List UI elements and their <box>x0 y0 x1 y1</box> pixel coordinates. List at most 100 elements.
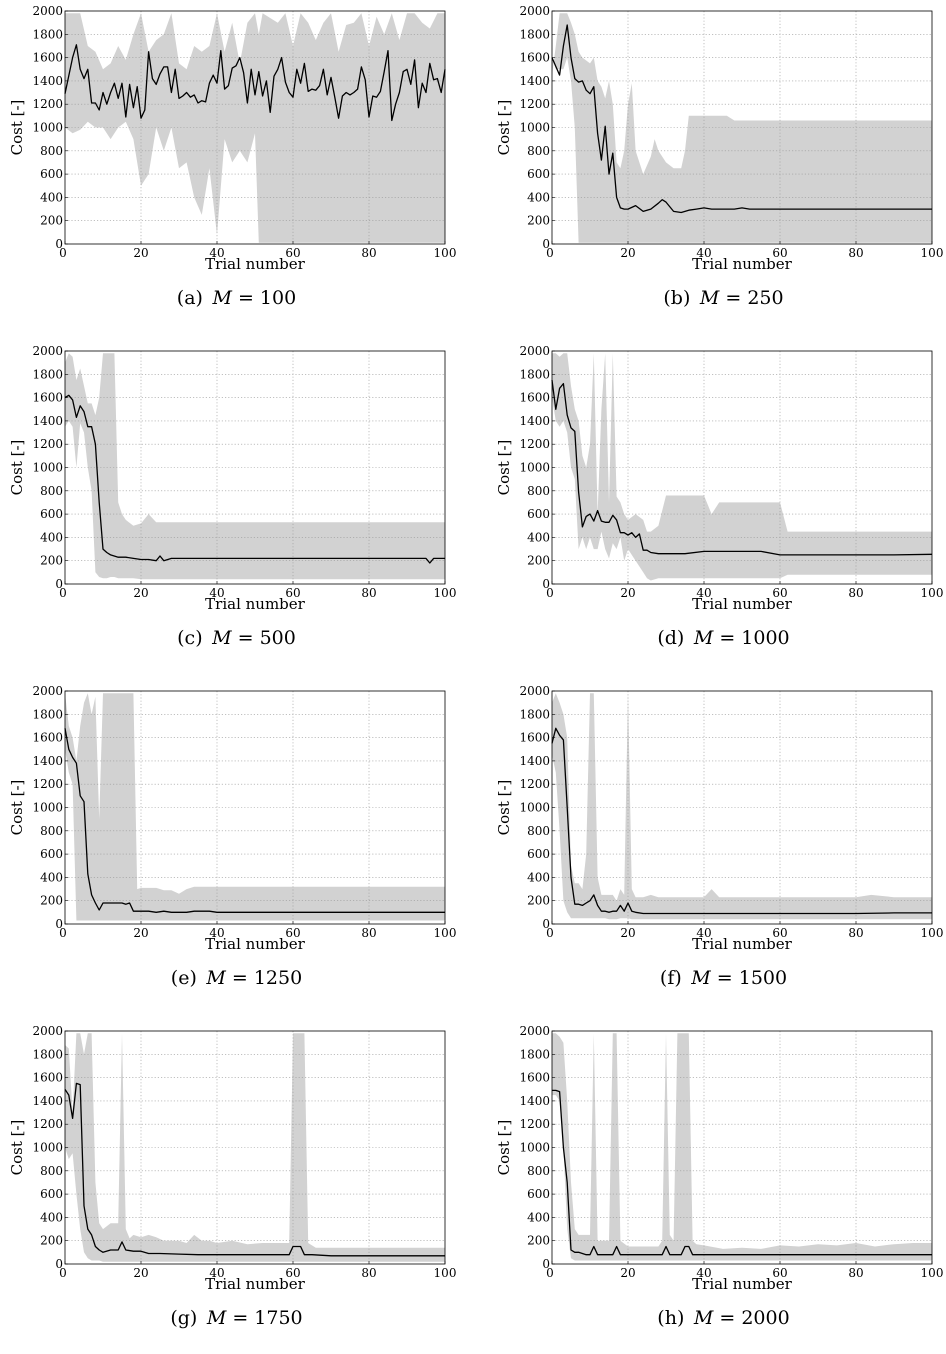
y-tick-label: 1800 <box>32 707 63 721</box>
y-axis-label: Cost [-] <box>8 440 26 496</box>
y-tick-label: 1000 <box>519 801 550 815</box>
x-tick-label: 20 <box>620 586 635 600</box>
y-tick-label: 1000 <box>519 1141 550 1155</box>
x-tick-label: 80 <box>848 586 863 600</box>
y-tick-label: 2000 <box>32 1024 63 1038</box>
x-axis-label: Trial number <box>692 1275 793 1293</box>
panel-caption: (b) M = 250 <box>487 287 946 309</box>
panel-caption: (h) M = 2000 <box>487 1307 946 1329</box>
y-tick-label: 0 <box>55 1257 63 1271</box>
chart-panel: 0 200 400 600 800 1000 1200 1400 1600 1800 2000 0 20… <box>487 1020 946 1354</box>
caption-value: = 1750 <box>226 1307 303 1329</box>
y-tick-label: 800 <box>527 484 550 498</box>
y-tick-label: 1600 <box>32 391 63 405</box>
x-tick-label: 100 <box>921 926 944 940</box>
y-tick-label: 1400 <box>519 1094 550 1108</box>
chart-svg: 0 200 400 600 800 1000 1200 1400 1600 1800 2000 0 20… <box>8 684 456 953</box>
x-tick-label: 0 <box>59 1266 67 1280</box>
caption-tag: (c) <box>177 627 213 649</box>
caption-variable: M <box>693 627 714 649</box>
y-tick-label: 2000 <box>32 4 63 18</box>
y-tick-label: 1400 <box>32 74 63 88</box>
confidence-band <box>65 693 445 921</box>
x-axis-label: Trial number <box>205 255 306 273</box>
y-tick-label: 400 <box>527 1210 550 1224</box>
x-tick-label: 80 <box>361 586 376 600</box>
x-axis-label: Trial number <box>692 595 793 613</box>
chart-svg: 0 200 400 600 800 1000 1200 1400 1600 1800 2000 0 20… <box>495 344 943 613</box>
y-tick-label: 1200 <box>519 1117 550 1131</box>
caption-variable: M <box>212 287 232 309</box>
panel-caption: (e) M = 1250 <box>0 967 473 989</box>
y-tick-label: 200 <box>527 214 550 228</box>
y-tick-label: 600 <box>40 167 63 181</box>
y-tick-label: 2000 <box>519 344 550 358</box>
y-tick-label: 1400 <box>32 754 63 768</box>
y-tick-label: 1800 <box>32 1047 63 1061</box>
y-axis-label: Cost [-] <box>495 780 513 836</box>
mean-line <box>551 24 932 214</box>
x-tick-label: 40 <box>209 246 224 260</box>
y-axis-label: Cost [-] <box>495 440 513 496</box>
y-tick-label: 1000 <box>32 1141 63 1155</box>
chart-panel: 0 200 400 600 800 1000 1200 1400 1600 1800 2000 0 20… <box>0 680 473 1014</box>
x-tick-label: 80 <box>848 926 863 940</box>
mean-line <box>64 394 445 564</box>
x-tick-label: 0 <box>59 926 67 940</box>
x-axis-label: Trial number <box>205 1275 306 1293</box>
y-tick-label: 2000 <box>32 684 63 698</box>
caption-tag: (b) <box>663 287 700 309</box>
y-tick-label: 800 <box>527 144 550 158</box>
x-tick-label: 80 <box>361 926 376 940</box>
chart-panel: 0 200 400 600 800 1000 1200 1400 1600 1800 2000 0 20… <box>0 0 473 334</box>
x-tick-label: 60 <box>772 586 787 600</box>
x-tick-label: 100 <box>921 246 944 260</box>
y-tick-label: 0 <box>542 237 550 251</box>
caption-value: = 1500 <box>710 967 788 989</box>
x-tick-label: 80 <box>361 246 376 260</box>
y-tick-label: 1600 <box>519 51 550 65</box>
y-tick-label: 200 <box>527 554 550 568</box>
y-tick-label: 800 <box>40 144 63 158</box>
x-tick-label: 40 <box>209 926 224 940</box>
y-tick-label: 1400 <box>32 1094 63 1108</box>
y-tick-label: 1000 <box>519 461 550 475</box>
caption-tag: (d) <box>657 627 694 649</box>
y-tick-label: 600 <box>527 167 550 181</box>
chart-panel: 0 200 400 600 800 1000 1200 1400 1600 1800 2000 0 20… <box>487 340 946 674</box>
x-axis-label: Trial number <box>692 935 793 953</box>
y-tick-label: 1400 <box>519 754 550 768</box>
y-tick-label: 400 <box>40 190 63 204</box>
x-tick-label: 100 <box>921 1266 944 1280</box>
y-tick-label: 2000 <box>32 344 63 358</box>
panel-caption: (g) M = 1750 <box>0 1307 473 1329</box>
x-axis-label: Trial number <box>205 935 306 953</box>
y-tick-label: 400 <box>40 1210 63 1224</box>
y-tick-label: 1200 <box>32 1117 63 1131</box>
y-tick-label: 1400 <box>519 414 550 428</box>
y-tick-label: 400 <box>40 530 63 544</box>
confidence-band <box>552 353 932 581</box>
y-tick-label: 600 <box>527 507 550 521</box>
y-tick-label: 1800 <box>519 27 550 41</box>
chart-panel: 0 200 400 600 800 1000 1200 1400 1600 1800 2000 0 20… <box>487 680 946 1014</box>
y-tick-label: 1800 <box>32 367 63 381</box>
x-tick-label: 40 <box>696 926 711 940</box>
y-tick-label: 0 <box>542 577 550 591</box>
confidence-band <box>552 13 932 243</box>
x-tick-label: 60 <box>285 926 300 940</box>
y-tick-label: 1000 <box>519 121 550 135</box>
y-tick-label: 1600 <box>32 51 63 65</box>
mean-line <box>64 44 446 122</box>
y-tick-label: 800 <box>527 1164 550 1178</box>
y-tick-label: 1600 <box>519 731 550 745</box>
panel-caption: (c) M = 500 <box>0 627 473 649</box>
x-tick-label: 60 <box>772 246 787 260</box>
y-tick-label: 400 <box>527 870 550 884</box>
caption-value: = 1250 <box>225 967 303 989</box>
confidence-band <box>65 13 445 243</box>
caption-tag: (g) <box>170 1307 207 1329</box>
x-tick-label: 80 <box>361 1266 376 1280</box>
y-tick-label: 600 <box>40 1187 63 1201</box>
caption-value: = 100 <box>231 287 297 309</box>
